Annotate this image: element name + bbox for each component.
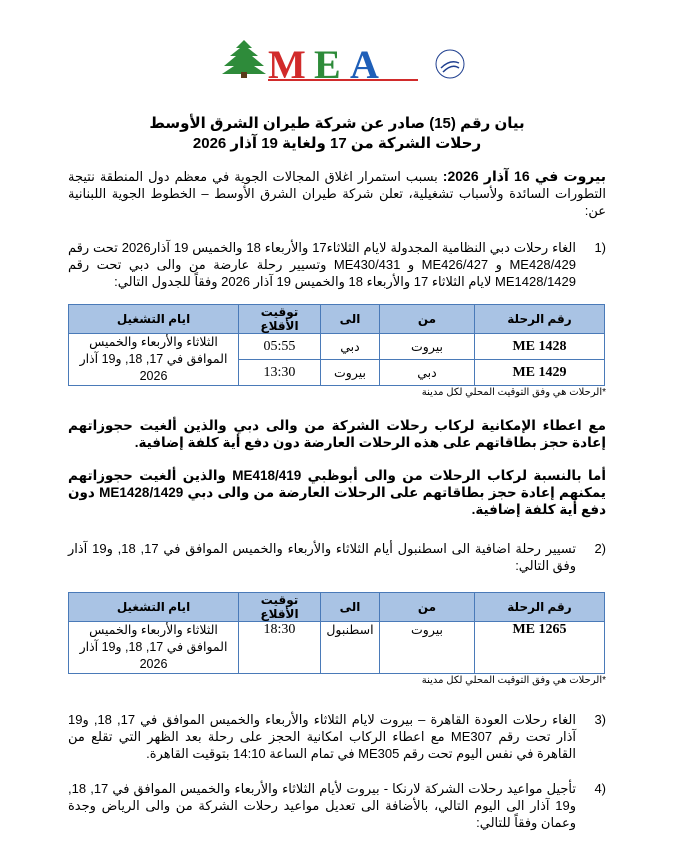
table-row: ME 1265 بيروت اسطنبول 18:30 الثلاثاء وال… (68, 621, 605, 674)
cedar-icon (222, 40, 266, 78)
header-from: من (379, 592, 475, 622)
item-text: تسيير رحلة اضافية الى اسطنبول أيام الثلا… (68, 541, 576, 573)
to-city: دبي (320, 333, 380, 360)
operating-days: الثلاثاء والأربعاء والخميس الموافق في 17… (68, 621, 239, 674)
item-number: 3) (594, 712, 606, 727)
header-to: الى (320, 592, 380, 622)
header-to: الى (320, 304, 380, 334)
departure-time: 05:55 (238, 333, 321, 360)
svg-text:A: A (350, 42, 379, 84)
from-city: بيروت (379, 333, 475, 360)
header-days: ايام التشغيل (68, 592, 239, 622)
istanbul-flights-table: رقم الرحلة من الى توقيت الأقلاع ايام الت… (68, 592, 605, 674)
intro-date: بيروت في 16 آذار 2026: (442, 168, 606, 184)
footnote: *الرحلات هي وفق التوقيت المحلي لكل مدينة (421, 675, 606, 686)
dubai-flights-table: رقم الرحلة من الى توقيت الأقلاع ايام الت… (68, 304, 605, 386)
item-1: 1) الغاء رحلات دبي النظامية المجدولة لاي… (68, 239, 606, 290)
mea-logo: M E A (222, 38, 472, 87)
intro-paragraph: بيروت في 16 آذار 2026: بسبب استمرار اغلا… (68, 168, 606, 219)
header-flight: رقم الرحلة (474, 304, 605, 334)
footnote: *الرحلات هي وفق التوقيت المحلي لكل مدينة (421, 387, 606, 398)
statement-title: بيان رقم (15) صادر عن شركة طيران الشرق ا… (149, 115, 525, 132)
to-city: اسطنبول (320, 621, 380, 674)
item-3: 3) الغاء رحلات العودة القاهرة – بيروت لا… (68, 711, 606, 762)
table-row: ME 1429 دبي بيروت 13:30 (69, 359, 605, 386)
table-row: ME 1428 بيروت دبي 05:55 الثلاثاء والأربع… (68, 333, 605, 386)
svg-text:E: E (314, 42, 341, 84)
header-from: من (379, 304, 475, 334)
to-city: بيروت (320, 359, 380, 386)
header-days: ايام التشغيل (68, 304, 239, 334)
item-2: 2) تسيير رحلة اضافية الى اسطنبول أيام ال… (68, 540, 606, 574)
item-number: 4) (594, 781, 606, 796)
from-city: بيروت (379, 621, 475, 674)
skyteam-icon (435, 49, 465, 79)
flight-number: ME 1429 (474, 359, 605, 386)
notice-abudhabi: أما بالنسبة لركاب الرحلات من والى أبوظبي… (68, 468, 606, 517)
item-number: 2) (594, 541, 606, 556)
departure-time: 18:30 (238, 621, 321, 674)
notice-dubai: مع اعطاء الإمكانية لركاب رحلات الشركة من… (68, 418, 606, 450)
svg-text:M: M (268, 42, 306, 84)
header-flight: رقم الرحلة (474, 592, 605, 622)
item-text: الغاء رحلات دبي النظامية المجدولة لايام … (68, 240, 576, 289)
item-4: 4) تأجيل مواعيد رحلات الشركة لارنكا - بي… (68, 780, 606, 831)
header-time: توقيت الأقلاع (238, 304, 321, 334)
item-text: الغاء رحلات العودة القاهرة – بيروت لايام… (68, 712, 577, 761)
item-number: 1) (594, 240, 606, 255)
statement-subtitle: رحلات الشركة من 17 ولغاية 19 آذار 2026 (192, 135, 482, 152)
mea-wordmark: M E A (268, 42, 379, 87)
item-text: تأجيل مواعيد رحلات الشركة لارنكا - بيروت… (68, 781, 576, 830)
intro-text: بسبب استمرار اغلاق المجالات الجوية في مع… (68, 169, 606, 218)
departure-time: 13:30 (238, 359, 321, 386)
flight-number: ME 1265 (474, 621, 605, 674)
header-time: توقيت الأقلاع (238, 592, 321, 622)
flight-number: ME 1428 (474, 333, 605, 360)
from-city: دبي (379, 359, 475, 386)
operating-days: الثلاثاء والأربعاء والخميس الموافق في 17… (68, 333, 239, 386)
